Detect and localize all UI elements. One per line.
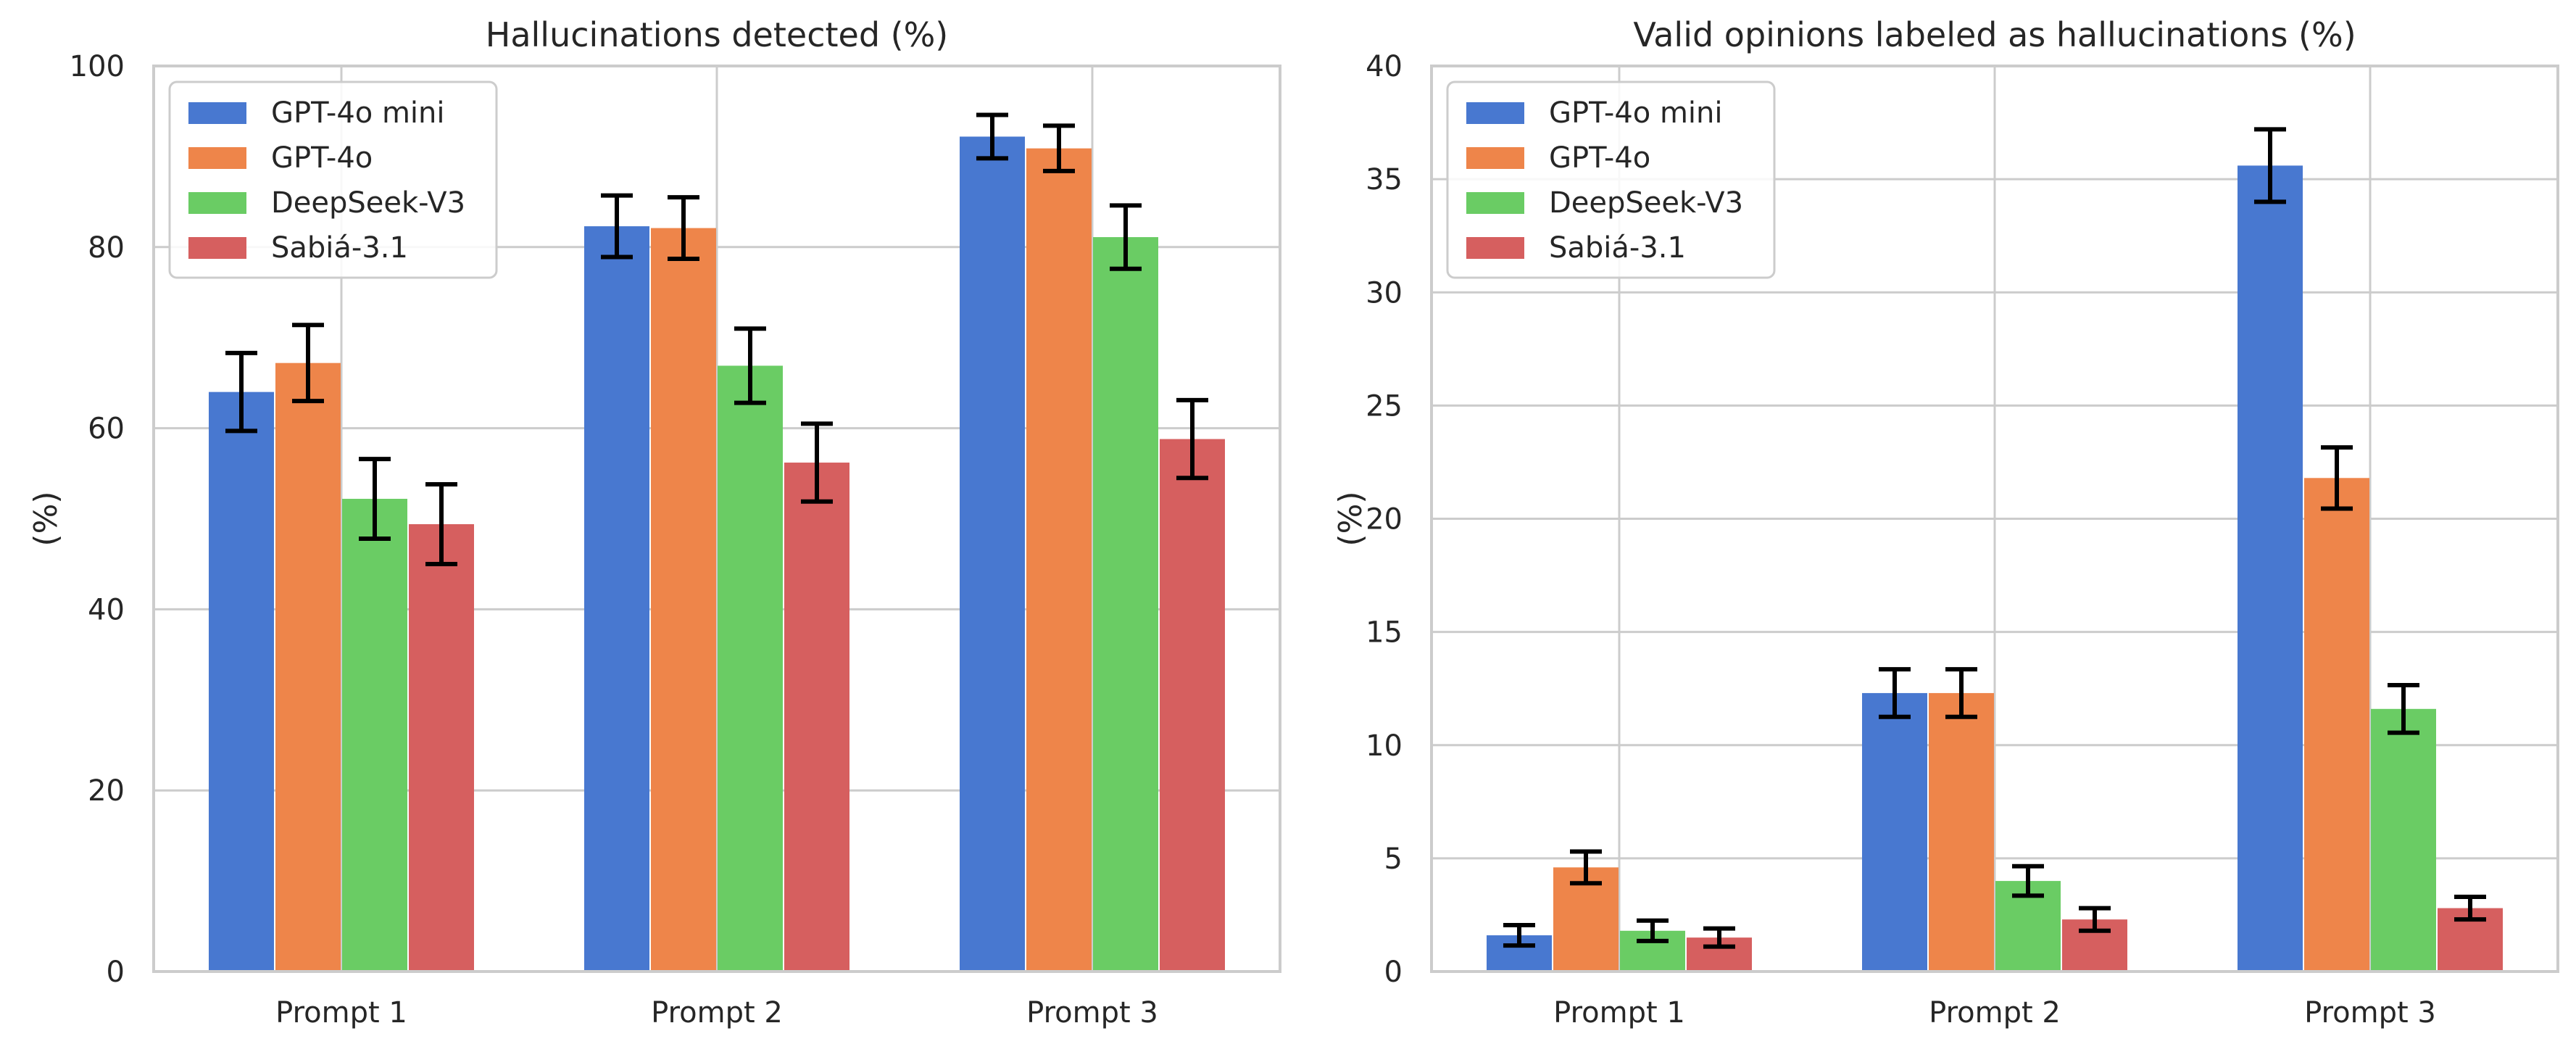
chart-title: Hallucinations detected (%) [486,15,949,54]
x-tick-label: Prompt 3 [2304,996,2436,1030]
legend: GPT-4o mini GPT-4o DeepSeek-V3 Sabiá-3.1 [1446,80,1776,279]
bar [718,365,783,972]
y-tick-label: 0 [1384,956,1403,989]
y-tick-label: 40 [88,593,125,626]
y-tick-label: 100 [70,50,125,83]
legend-swatch [1466,147,1524,169]
bar [2238,165,2303,972]
bar [1093,237,1158,972]
bar [209,392,274,972]
x-tick-label: Prompt 1 [1553,996,1685,1030]
legend-box [168,80,498,279]
bar [1026,148,1092,972]
bar [584,226,649,972]
legend-swatch [188,102,246,124]
bar [960,136,1025,972]
legend-label: Sabiá-3.1 [1549,231,1686,265]
y-tick-label: 60 [88,413,125,446]
legend-label: GPT-4o mini [271,96,445,130]
y-tick-label: 10 [1366,729,1403,763]
legend-label: GPT-4o mini [1549,96,1723,130]
bar [784,463,849,972]
legend-label: GPT-4o [271,141,373,175]
x-tick-label: Prompt 1 [275,996,407,1030]
y-tick-label: 20 [88,774,125,808]
y-axis-label: (%) [28,491,65,546]
bar [1862,692,1927,972]
chart-title: Valid opinions labeled as hallucinations… [1633,15,2356,54]
chart-panel-2: 0 5 10 15 20 25 30 35 40 Prompt 1 Prompt 2 Prompt 3… [1332,15,2559,1030]
bar [1929,692,1994,972]
legend-box [1446,80,1776,279]
bar [2304,478,2369,972]
bar [2371,708,2436,972]
bar [1160,439,1225,972]
y-tick-label: 5 [1384,842,1403,876]
y-tick-label: 80 [88,231,125,265]
y-tick-label: 20 [1366,503,1403,537]
x-tick-label: Prompt 2 [1929,996,2061,1030]
bar [342,499,407,972]
y-tick-label: 25 [1366,389,1403,423]
chart-panel-1: 0 20 40 60 80 100 Prompt 1 Prompt 2 Prompt 3 Hall… [28,15,1281,1030]
legend-swatch [1466,102,1524,124]
x-tick-label: Prompt 3 [1026,996,1158,1030]
legend-label: Sabiá-3.1 [271,231,408,265]
y-tick-label: 35 [1366,163,1403,196]
bar [409,523,474,972]
y-tick-label: 0 [107,956,125,989]
axes-frame [152,65,1281,973]
y-tick-label: 40 [1366,50,1403,83]
legend-label: GPT-4o [1549,141,1650,175]
legend-swatch [1466,237,1524,259]
legend: GPT-4o mini GPT-4o DeepSeek-V3 Sabiá-3.1 [168,80,498,279]
legend-swatch [188,237,246,259]
legend-swatch [188,192,246,214]
y-tick-label: 30 [1366,276,1403,310]
bar [651,228,716,972]
x-tick-label: Prompt 2 [651,996,783,1030]
bar [275,363,341,972]
legend-swatch [188,147,246,169]
axes-frame [1430,65,2559,973]
y-tick-label: 15 [1366,616,1403,650]
legend-label: DeepSeek-V3 [271,186,465,220]
legend-swatch [1466,192,1524,214]
legend-label: DeepSeek-V3 [1549,186,1743,220]
y-axis-label: (%) [1332,491,1369,546]
